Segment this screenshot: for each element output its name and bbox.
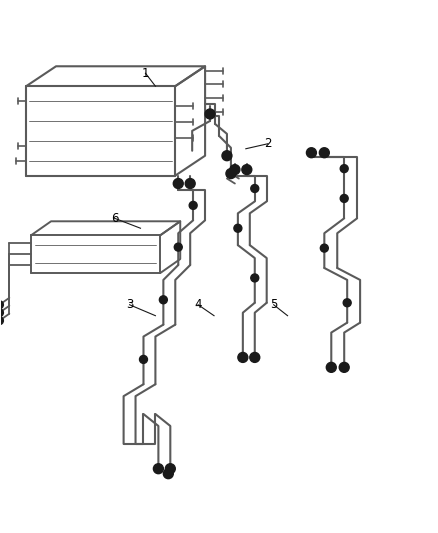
Circle shape xyxy=(238,352,248,362)
Circle shape xyxy=(140,356,148,364)
Circle shape xyxy=(0,309,4,317)
Circle shape xyxy=(251,184,259,192)
Circle shape xyxy=(242,165,252,175)
Circle shape xyxy=(159,296,167,304)
Circle shape xyxy=(251,274,259,282)
Circle shape xyxy=(234,224,242,232)
Circle shape xyxy=(320,244,328,252)
Circle shape xyxy=(340,165,348,173)
Circle shape xyxy=(339,362,349,373)
Circle shape xyxy=(165,464,175,474)
Circle shape xyxy=(0,301,4,309)
Text: 5: 5 xyxy=(270,298,277,311)
Circle shape xyxy=(173,179,183,189)
Circle shape xyxy=(174,243,182,251)
Circle shape xyxy=(189,201,197,209)
Circle shape xyxy=(250,352,260,362)
Circle shape xyxy=(343,299,351,307)
Circle shape xyxy=(163,469,173,479)
Text: 2: 2 xyxy=(264,138,272,150)
Circle shape xyxy=(340,195,348,203)
Circle shape xyxy=(307,148,316,158)
Text: 3: 3 xyxy=(126,298,133,311)
Circle shape xyxy=(153,464,163,474)
Circle shape xyxy=(205,109,215,119)
Circle shape xyxy=(326,362,336,373)
Circle shape xyxy=(226,168,236,179)
Circle shape xyxy=(185,179,195,189)
Text: 6: 6 xyxy=(111,212,118,225)
Text: 1: 1 xyxy=(142,67,149,80)
Circle shape xyxy=(319,148,329,158)
Circle shape xyxy=(222,151,232,160)
Circle shape xyxy=(230,165,240,175)
Circle shape xyxy=(0,317,4,325)
Text: 4: 4 xyxy=(194,298,202,311)
